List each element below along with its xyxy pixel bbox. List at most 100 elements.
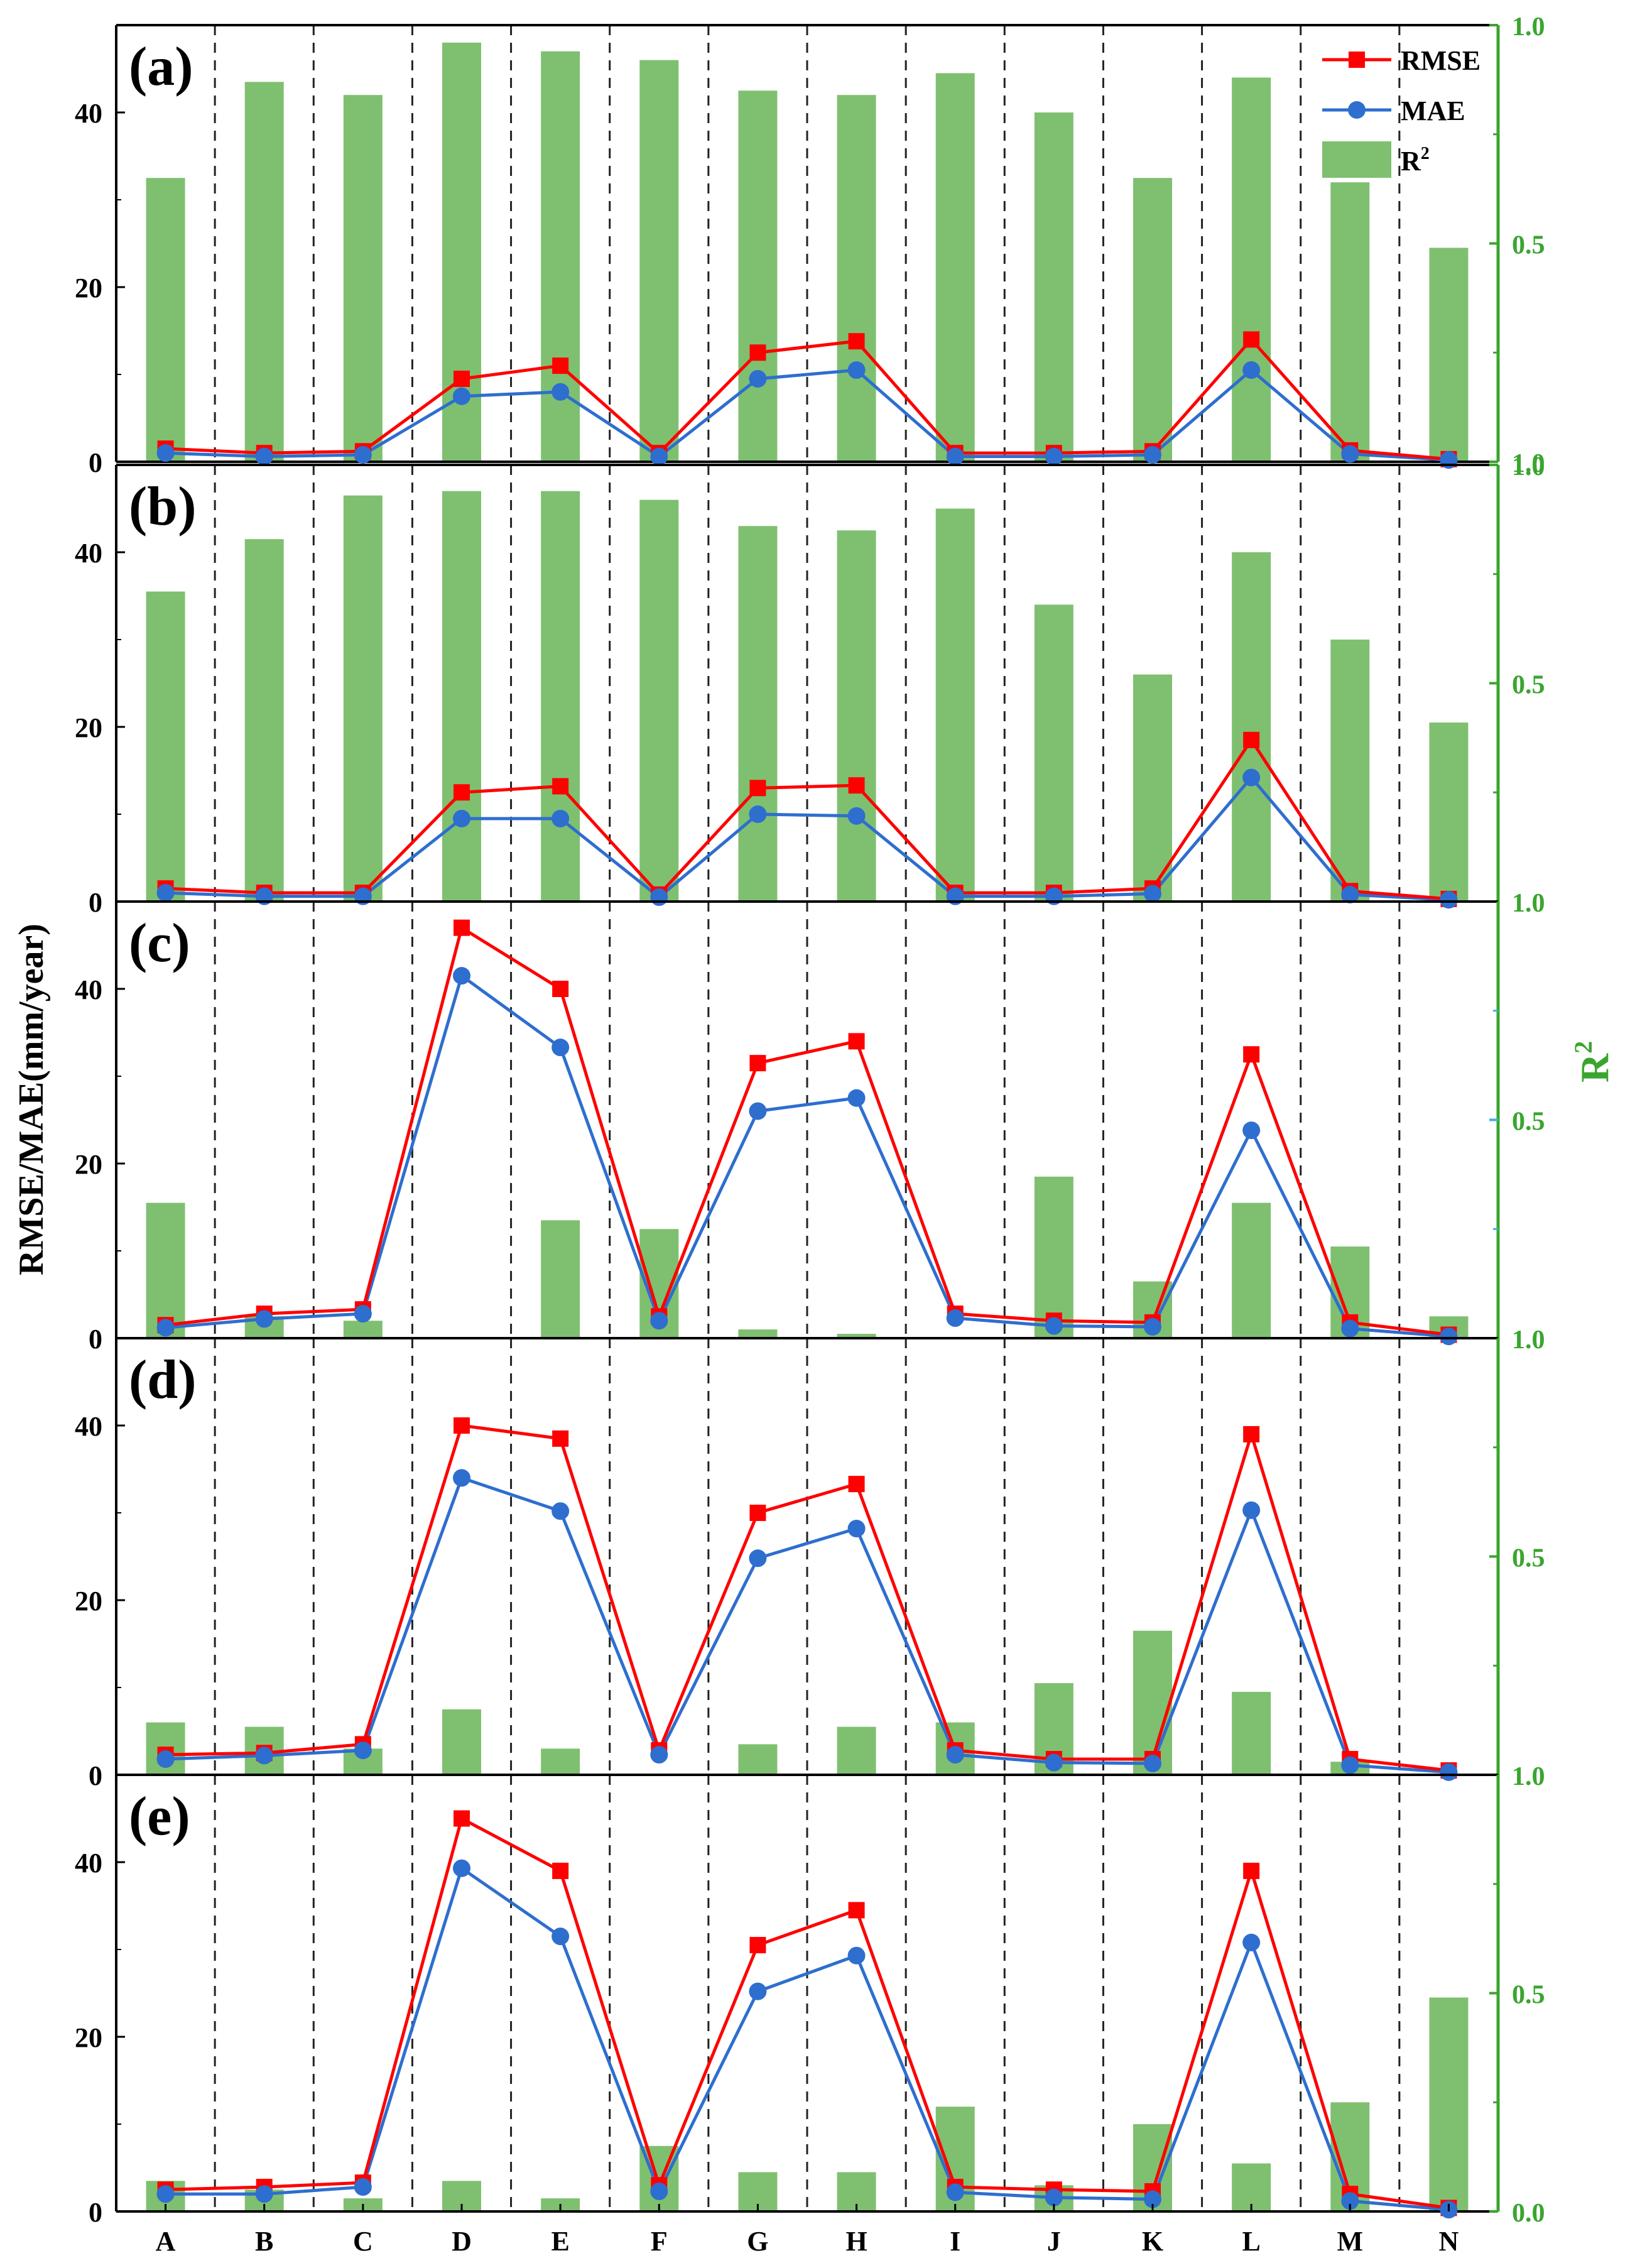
mae-point <box>453 1859 470 1877</box>
mae-point <box>1144 885 1161 903</box>
mae-point <box>551 383 570 401</box>
mae-point <box>1242 1501 1261 1519</box>
mae-point <box>453 809 470 827</box>
left-tick-label: 20 <box>75 2022 102 2053</box>
x-tick-label: D <box>452 2226 472 2257</box>
r2-bar <box>1133 1630 1172 1775</box>
legend-rmse-label: RMSE <box>1401 45 1481 76</box>
mae-point <box>1144 445 1161 464</box>
rmse-point <box>454 919 470 936</box>
r2-bar <box>1429 722 1469 902</box>
x-tick-label: L <box>1242 2226 1260 2257</box>
left-tick-label: 0 <box>89 2197 102 2228</box>
rmse-line <box>165 925 1449 1336</box>
mae-line <box>165 1865 1449 2211</box>
rmse-point <box>848 333 865 350</box>
x-tick-label: M <box>1337 2226 1364 2257</box>
rmse-point <box>552 778 569 795</box>
right-tick-label: 0.5 <box>1512 231 1545 260</box>
mae-point <box>1144 2190 1161 2208</box>
x-tick-label: E <box>551 2226 569 2257</box>
left-tick-label: 40 <box>75 1411 102 1442</box>
right-tick-label: 0.5 <box>1512 671 1545 700</box>
mae-point <box>156 1319 175 1337</box>
right-tick-label: 1.0 <box>1512 452 1545 481</box>
mae-point <box>1045 2188 1063 2206</box>
mae-point <box>650 1746 668 1764</box>
left-tick-label: 0 <box>89 1324 102 1355</box>
r2-bar <box>1232 1691 1271 1775</box>
mae-point <box>1440 1763 1458 1781</box>
x-tick-label: N <box>1439 2226 1459 2257</box>
mae-point <box>453 967 470 985</box>
mae-point <box>1045 1317 1063 1335</box>
left-tick-label: 20 <box>75 712 102 743</box>
r2-bar <box>639 499 679 902</box>
r2-bar <box>1429 248 1469 462</box>
mae-point <box>551 809 570 827</box>
mae-point <box>1341 885 1359 903</box>
mae-point <box>1341 445 1359 463</box>
rmse-point <box>552 1862 569 1879</box>
panel-label: (c) <box>129 913 190 974</box>
mae-point <box>1341 1319 1359 1338</box>
mae-line <box>165 368 1449 462</box>
rmse-point <box>848 777 865 794</box>
r2-bar <box>1429 1997 1469 2211</box>
mae-point <box>749 369 767 388</box>
left-tick-label: 0 <box>89 887 102 918</box>
left-tick-label: 20 <box>75 1149 102 1180</box>
rmse-point <box>749 1055 766 1072</box>
r2-bar <box>146 178 185 462</box>
mae-point <box>847 361 866 379</box>
mae-point <box>847 1946 866 1965</box>
mae-point <box>255 2185 273 2203</box>
x-tick-label: C <box>353 2226 373 2257</box>
mae-point <box>354 1305 372 1323</box>
r2-bar <box>1133 674 1172 902</box>
r2-bar <box>1232 2163 1271 2211</box>
panel-label: (a) <box>129 36 193 97</box>
right-tick-label: 1.0 <box>1512 1762 1545 1791</box>
mae-point <box>255 1747 273 1765</box>
rmse-line <box>165 337 1449 461</box>
r2-bar <box>738 1329 778 1338</box>
rmse-point <box>848 1033 865 1050</box>
rmse-point <box>749 1937 766 1954</box>
r2-bar <box>837 530 876 902</box>
mae-point <box>650 1312 668 1330</box>
mae-point <box>749 1982 767 2000</box>
mae-point <box>551 1039 570 1057</box>
rmse-point <box>454 1810 470 1827</box>
x-tick-label: A <box>156 2226 176 2257</box>
mae-point <box>156 1750 175 1768</box>
mae-point <box>551 1502 570 1520</box>
legend-mae-label: MAE <box>1401 95 1465 126</box>
r2-bar <box>541 1748 580 1775</box>
left-tick-label: 0 <box>89 1760 102 1791</box>
mae-point <box>1341 2192 1359 2210</box>
r2-bar <box>343 495 383 902</box>
rmse-line <box>165 737 1449 901</box>
panel-label: (e) <box>129 1786 190 1847</box>
x-tick-label: B <box>255 2226 273 2257</box>
r2-bar <box>244 539 284 902</box>
r2-bar <box>837 1334 876 1338</box>
mae-point <box>1045 1753 1063 1772</box>
mae-point <box>1242 768 1261 787</box>
left-tick-label: 40 <box>75 974 102 1005</box>
legend-r2-base: R <box>1401 146 1421 177</box>
rmse-point <box>848 1476 865 1493</box>
r2-bar <box>1034 112 1073 462</box>
rmse-point <box>1243 731 1260 748</box>
rmse-point <box>749 344 766 361</box>
rmse-point <box>552 981 569 997</box>
rmse-point <box>749 1505 766 1521</box>
mae-point <box>255 1310 273 1328</box>
r2-bar <box>146 1202 185 1338</box>
legend-r2-label: R2 <box>1401 144 1430 177</box>
rmse-point <box>1243 331 1260 348</box>
legend-r2-swatch <box>1322 141 1391 178</box>
mae-point <box>847 807 866 825</box>
